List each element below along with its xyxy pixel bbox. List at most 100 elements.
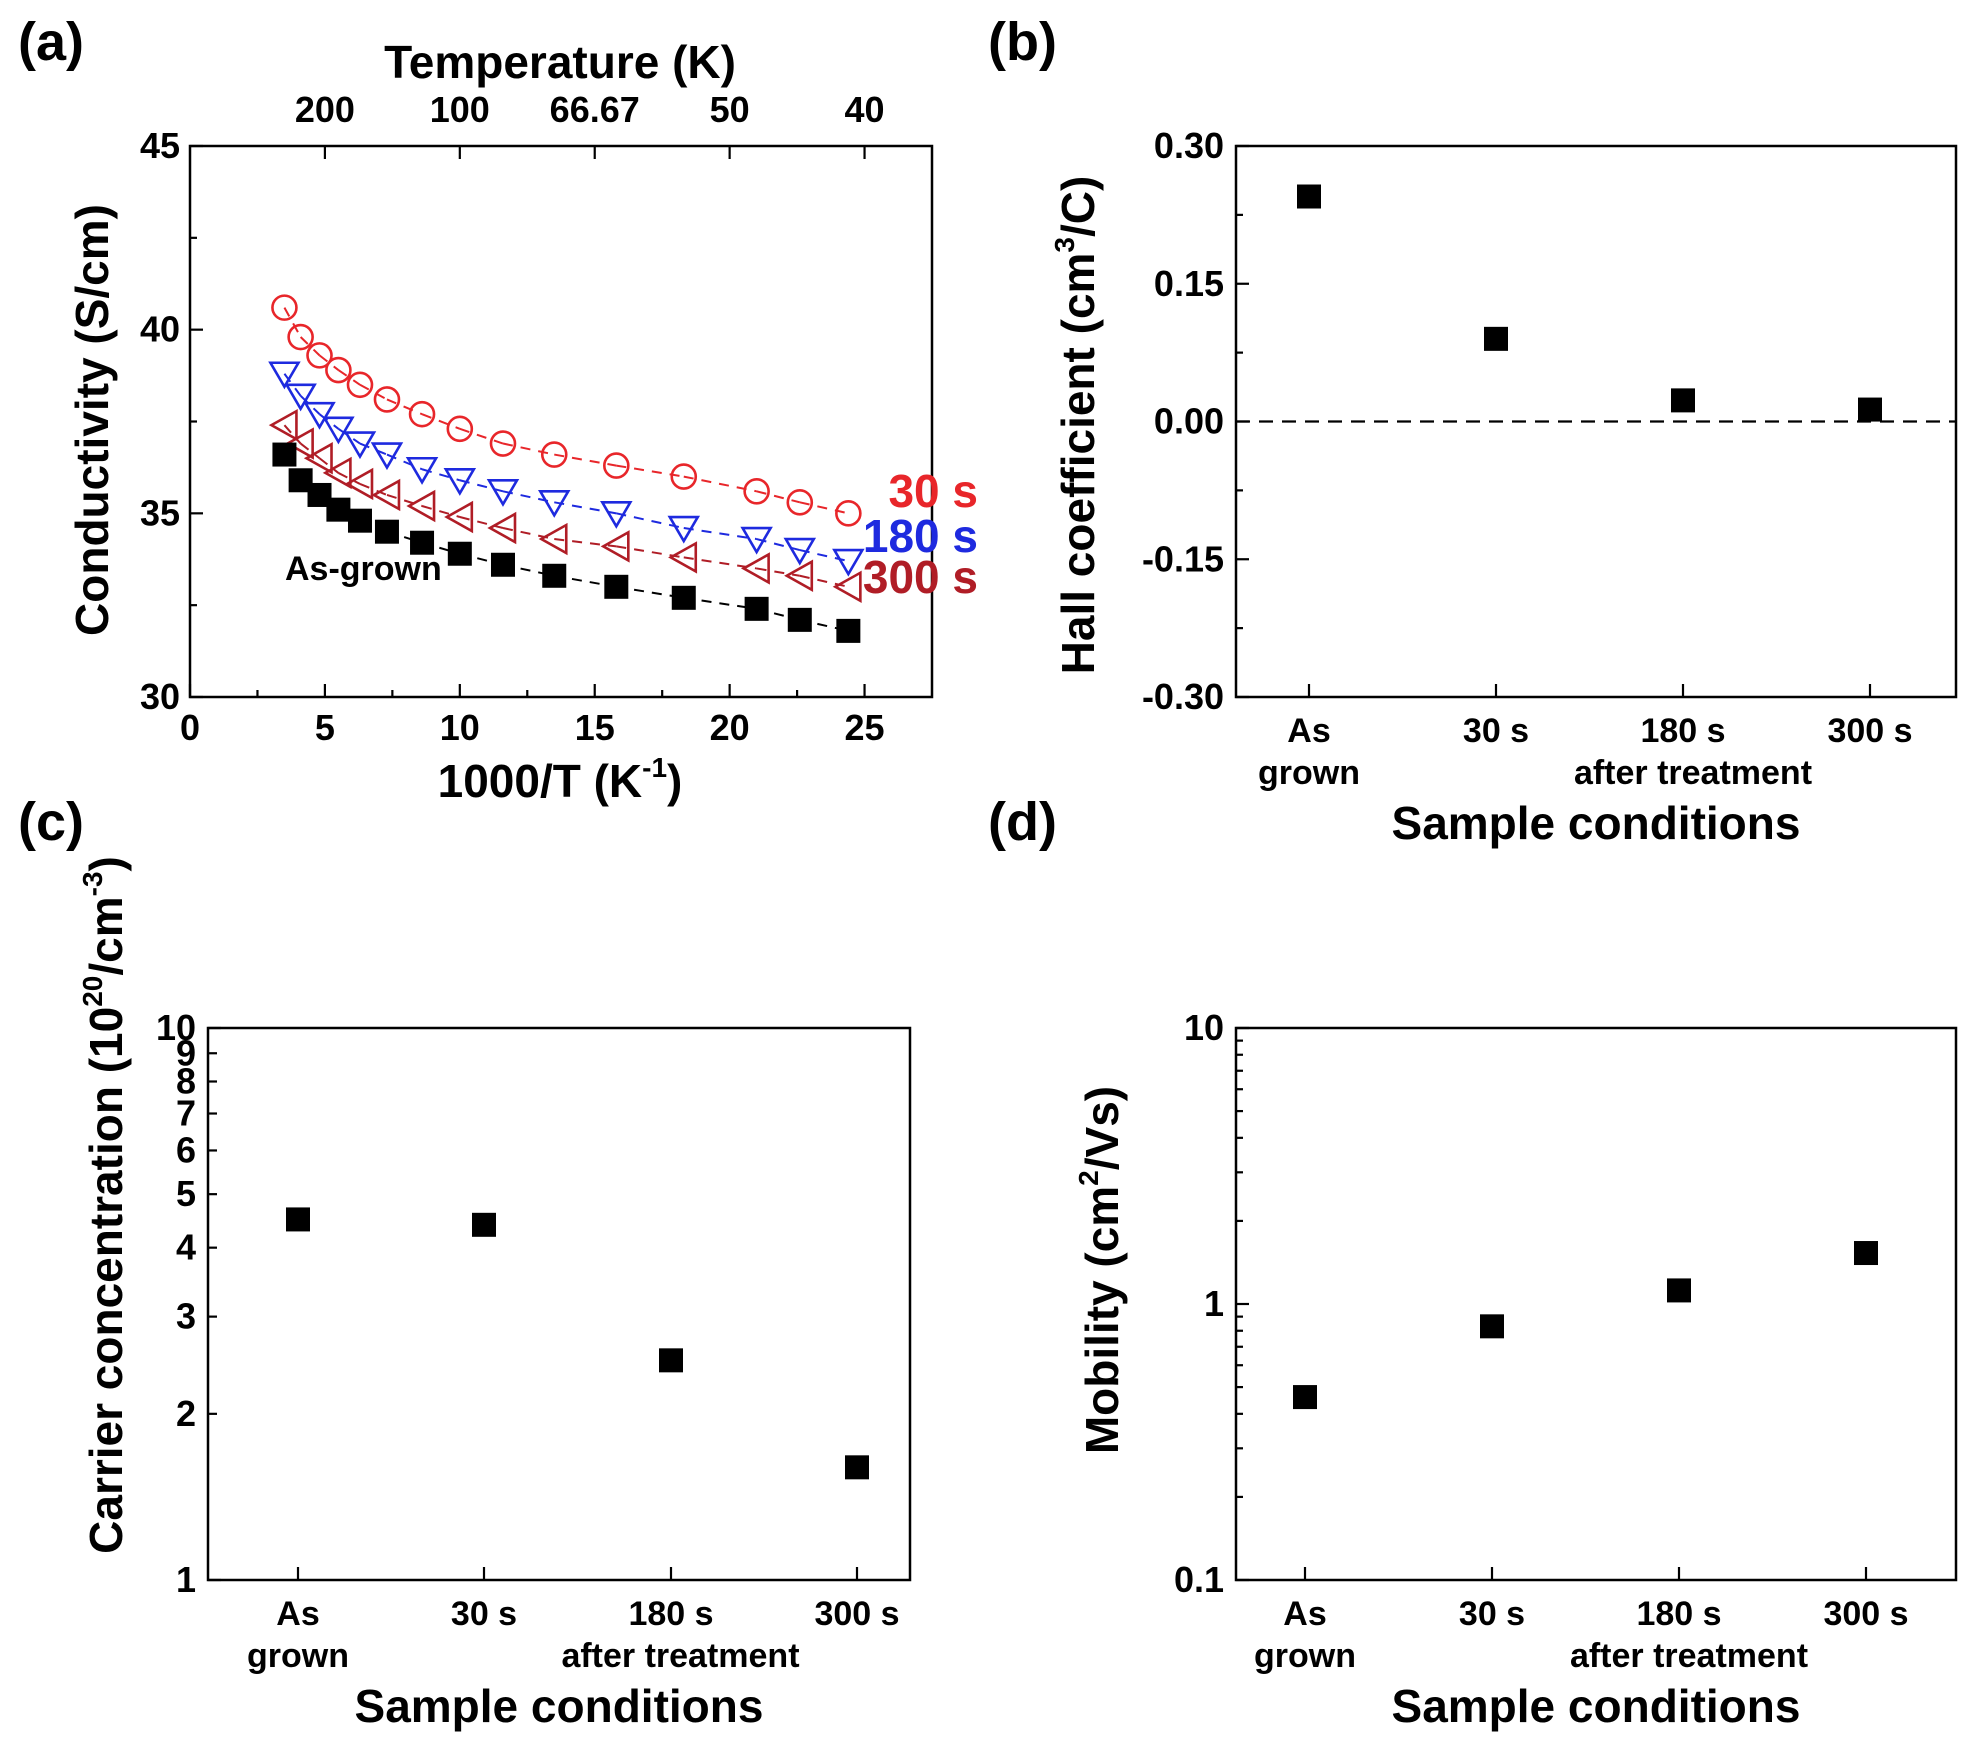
plot-frame-a — [188, 144, 934, 699]
x-axis-title-a: 1000/T (K-1) — [438, 752, 683, 807]
data-point-a — [600, 530, 630, 563]
data-point-b — [1297, 184, 1321, 209]
data-point-a — [284, 383, 317, 412]
data-point-a — [443, 467, 477, 496]
series-line-a — [756, 490, 801, 504]
y-tick-label-c: 8 — [176, 1060, 196, 1101]
x-axis-title-sup-a: -1 — [642, 752, 667, 783]
series-line-a — [799, 501, 849, 515]
data-point-c — [845, 1455, 869, 1480]
y-tick-label-b: 0.30 — [1154, 125, 1224, 166]
data-point-a — [667, 515, 701, 544]
y-axis-title-b: Hall coefficient (cm3/C) — [1049, 176, 1104, 675]
data-point-a — [444, 500, 474, 534]
data-point-a — [490, 552, 515, 577]
data-point-d — [1480, 1314, 1504, 1339]
data-point-a — [832, 548, 865, 577]
data-point-a — [268, 361, 301, 390]
series-line-a — [421, 505, 461, 518]
y-tick-label-a: 30 — [140, 676, 180, 717]
y-tick-label-c: 6 — [176, 1129, 196, 1170]
series-line-a — [502, 442, 555, 456]
y-tick-label-d: 0.1 — [1174, 1559, 1224, 1600]
data-point-b — [1484, 326, 1508, 351]
series-line-a — [283, 307, 302, 338]
data-point-c — [286, 1207, 310, 1232]
series-line-a — [683, 527, 757, 541]
series-line-a — [459, 427, 504, 445]
series-line-a — [337, 472, 361, 485]
data-point-a — [322, 416, 355, 445]
data-point-a — [740, 526, 773, 555]
data-point-a — [836, 618, 861, 643]
category-label-b: grown — [1258, 754, 1360, 792]
data-point-c — [659, 1348, 683, 1373]
data-point-a — [835, 500, 862, 527]
data-point-a — [405, 456, 439, 485]
chart-a: 0 5 10 15 20 25 30 35 40 45 200 100 66.67 50 40 Tempera… — [66, 36, 978, 807]
data-point-a — [303, 442, 333, 475]
category-label-c: grown — [247, 1637, 349, 1675]
category-label-d: As — [1283, 1595, 1326, 1633]
top-tick-label-a: 100 — [430, 89, 490, 130]
panel-label-a: (a) — [18, 12, 84, 72]
chart-b: As grown 30 s 180 s 300 s after treatment Samp… — [1049, 125, 1958, 849]
y-tick-label-a: 35 — [140, 492, 180, 533]
data-point-a — [489, 430, 517, 457]
top-tick-label-a: 66.67 — [550, 89, 640, 130]
top-tick-label-a: 40 — [845, 89, 885, 130]
series-line-a — [799, 574, 849, 588]
series-a-3 — [272, 442, 861, 643]
panel-labels: (a) (b) (c) (d) — [18, 12, 1057, 852]
annotation-as-grown-a: As-grown — [285, 550, 442, 588]
x-axis-title-b: Sample conditions — [1392, 797, 1801, 849]
data-point-d — [1854, 1241, 1878, 1266]
category-label-b: As — [1287, 712, 1330, 750]
panel-label-b: (b) — [988, 12, 1057, 72]
y-tick-label-d: 1 — [1204, 1283, 1224, 1324]
y-tick-label-c: 1 — [176, 1559, 196, 1600]
y-axis-title-c: Carrier concentration (1020/cm-3) — [77, 856, 132, 1554]
data-point-b — [1671, 388, 1695, 413]
x-tick-label-a: 20 — [710, 707, 750, 748]
series-line-a — [386, 494, 423, 507]
data-point-a — [603, 452, 630, 479]
x-axis-title-c: Sample conditions — [355, 1680, 764, 1732]
x-tick-label-a: 0 — [180, 707, 200, 748]
category-label-c: 180 s — [628, 1595, 713, 1633]
y-tick-label-c: 5 — [176, 1173, 196, 1214]
data-point-a — [371, 478, 401, 512]
series-label-a: 180 s — [863, 510, 978, 562]
data-point-a — [306, 342, 333, 369]
series-line-a — [616, 512, 684, 530]
data-point-a — [744, 596, 769, 621]
group-label-b: after treatment — [1574, 754, 1812, 792]
category-label-d: 180 s — [1636, 1595, 1721, 1633]
data-point-a — [272, 442, 297, 467]
series-a-2 — [268, 408, 862, 604]
y-tick-label-c: 2 — [176, 1393, 196, 1434]
y-axis-title-end-d: /Vs) — [1076, 1086, 1128, 1170]
series-line-a — [459, 516, 504, 529]
category-label-c: 30 s — [451, 1595, 517, 1633]
y-tick-label-a: 40 — [140, 309, 180, 350]
data-point-a — [408, 400, 436, 428]
top-axis-title-a: Temperature (K) — [384, 36, 736, 88]
data-point-a — [743, 477, 770, 505]
category-label-b: 300 s — [1827, 712, 1912, 750]
x-tick-label-a: 10 — [440, 707, 480, 748]
data-point-a — [671, 585, 696, 610]
data-point-a — [344, 467, 374, 501]
data-point-d — [1293, 1385, 1317, 1410]
data-point-a — [347, 508, 372, 533]
y-tick-label-a: 45 — [140, 125, 180, 166]
data-point-a — [538, 522, 568, 556]
data-point-b — [1858, 397, 1882, 422]
y-tick-label-b: -0.15 — [1142, 538, 1224, 579]
category-label-d: grown — [1254, 1637, 1356, 1675]
plot-frame-d — [1234, 1026, 1958, 1582]
x-tick-label-a: 25 — [845, 707, 885, 748]
data-point-c — [472, 1212, 496, 1237]
data-point-a — [784, 559, 814, 592]
data-point-a — [537, 490, 571, 518]
